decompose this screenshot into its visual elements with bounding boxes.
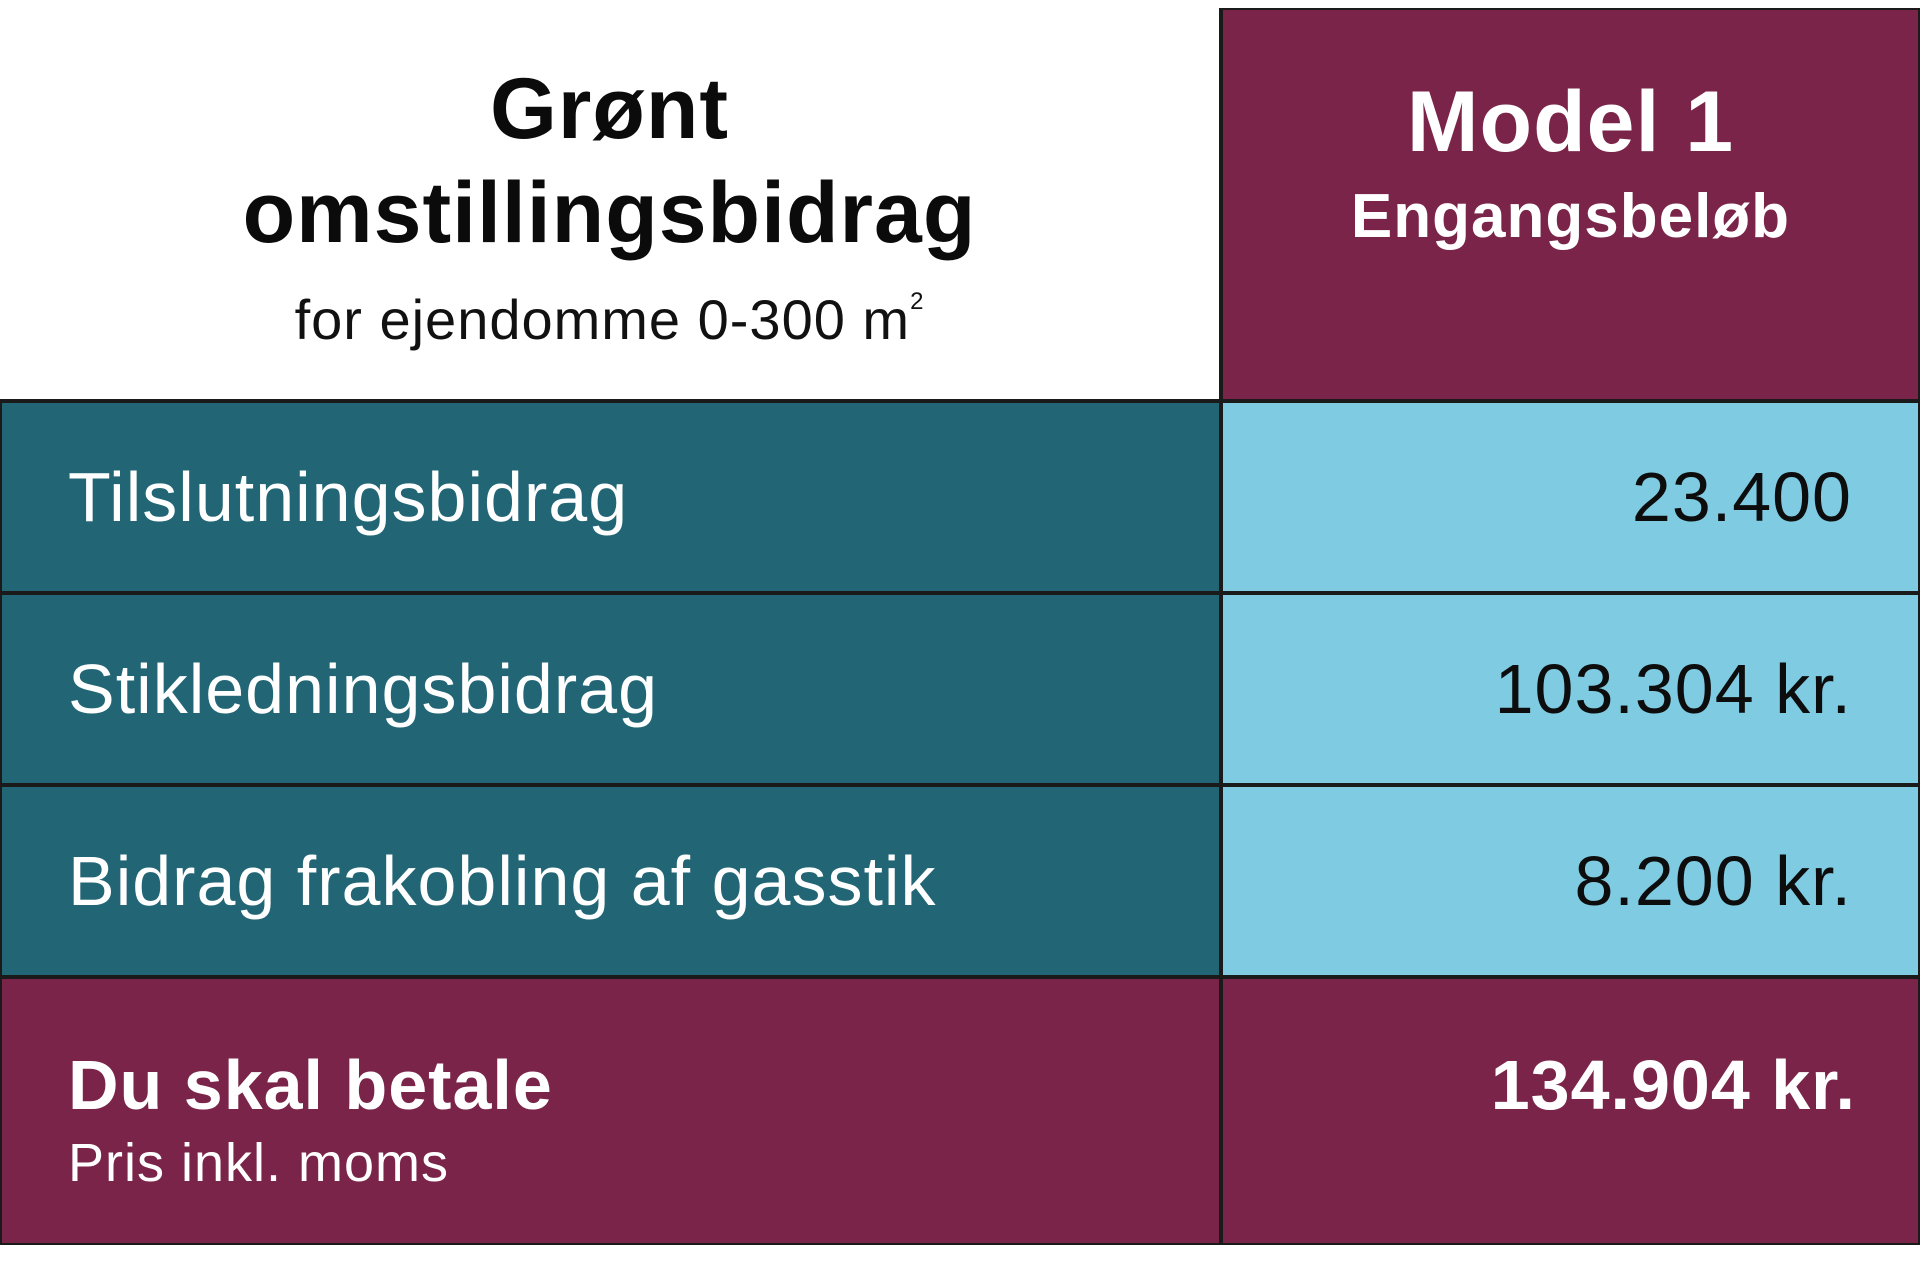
table-title-cell: Grønt omstillingsbidrag for ejendomme 0-… [0,8,1221,401]
row-label-frakobling-gasstik: Bidrag frakobling af gasstik [0,785,1221,977]
price-table: Grønt omstillingsbidrag for ejendomme 0-… [0,8,1920,1245]
table-subtitle-text: for ejendomme 0-300 m [294,287,911,351]
model-header-cell: Model 1 Engangsbeløb [1221,8,1920,401]
table-subtitle: for ejendomme 0-300 m2 [295,267,925,355]
total-value: 134.904 kr. [1490,1046,1856,1124]
model-title: Model 1 [1406,74,1735,170]
row-label-stikledningsbidrag: Stikledningsbidrag [0,593,1221,785]
row-value-stikledningsbidrag: 103.304 kr. [1221,593,1920,785]
table-subtitle-superscript: 2 [910,287,925,315]
total-label: Du skal betale [68,1046,553,1124]
table-title-line-1: Grønt [489,60,730,157]
table-title-line-2: omstillingsbidrag [242,164,977,261]
total-label-cell: Du skal betale Pris inkl. moms [0,977,1221,1245]
total-note: Pris inkl. moms [68,1133,450,1193]
row-label-tilslutningsbidrag: Tilslutningsbidrag [0,401,1221,593]
row-value-tilslutningsbidrag: 23.400 [1221,401,1920,593]
row-value-frakobling-gasstik: 8.200 kr. [1221,785,1920,977]
total-value-cell: 134.904 kr. [1221,977,1920,1245]
model-subtitle: Engangsbeløb [1350,182,1791,251]
